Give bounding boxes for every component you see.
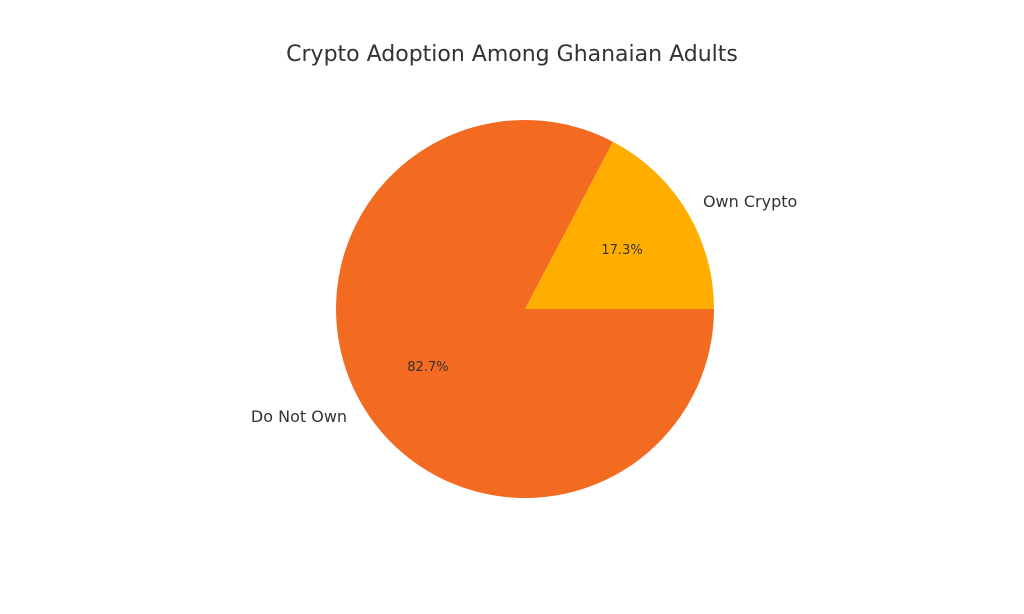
slice-percent-label: 17.3%	[601, 243, 642, 258]
pie-slice-own-crypto	[525, 141, 714, 309]
slice-label: Do Not Own	[251, 407, 347, 426]
chart-title: Crypto Adoption Among Ghanaian Adults	[286, 42, 738, 67]
labels-layer: Own Crypto 17.3% Do Not Own 82.7%	[251, 192, 797, 426]
slice-label: Own Crypto	[703, 192, 797, 211]
pie-slice-do-not-own	[336, 120, 714, 499]
slice-percent-label: 82.7%	[407, 360, 448, 375]
slices-layer	[336, 120, 714, 499]
